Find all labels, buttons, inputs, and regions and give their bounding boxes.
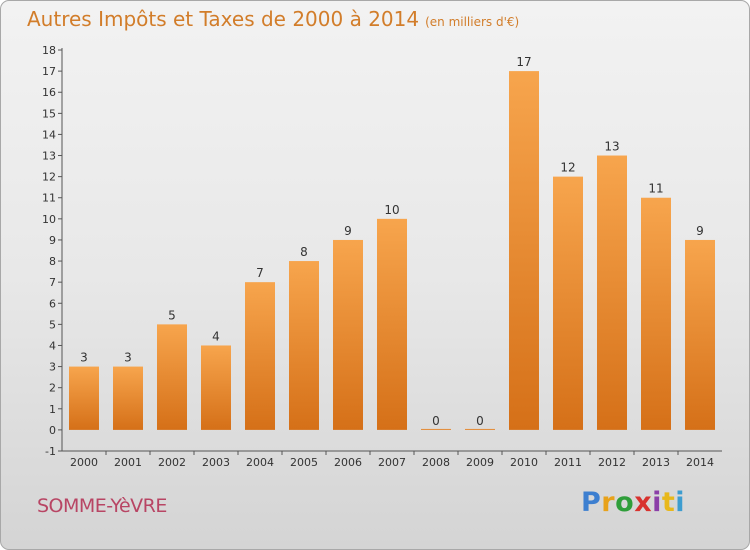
x-tick-label: 2010 [510, 456, 538, 469]
data-label: 9 [344, 224, 352, 238]
chart-title: Autres Impôts et Taxes de 2000 à 2014 (en… [27, 7, 519, 31]
y-tick-label: 11 [42, 192, 56, 205]
data-label: 13 [604, 140, 619, 154]
y-tick-label: 16 [42, 86, 56, 99]
bar [421, 428, 451, 430]
x-tick-label: 2005 [290, 456, 318, 469]
y-tick-label: 6 [49, 297, 56, 310]
x-tick-label: 2013 [642, 456, 670, 469]
bar [333, 239, 363, 430]
data-label: 10 [384, 203, 399, 217]
y-tick-label: 13 [42, 150, 56, 163]
y-tick-label: 3 [49, 361, 56, 374]
y-tick-label: 4 [49, 339, 56, 352]
y-tick-label: 14 [42, 128, 56, 141]
y-tick-label: 2 [49, 382, 56, 395]
y-tick-label: 8 [49, 255, 56, 268]
chart-title-text: Autres Impôts et Taxes de 2000 à 2014 [27, 7, 420, 31]
y-tick-label: 5 [49, 318, 56, 331]
bar [201, 345, 231, 430]
bar [553, 176, 583, 430]
y-tick-label: 15 [42, 107, 56, 120]
data-label: 17 [516, 55, 531, 69]
y-tick-label: 7 [49, 276, 56, 289]
x-tick-label: 2002 [158, 456, 186, 469]
bar [289, 261, 319, 430]
y-tick-label: 1 [49, 403, 56, 416]
data-label: 4 [212, 329, 220, 343]
logo-letter: x [634, 487, 653, 518]
y-tick-label: 10 [42, 213, 56, 226]
data-label: 8 [300, 245, 308, 259]
x-tick-label: 2009 [466, 456, 494, 469]
bar [113, 366, 143, 430]
bar [69, 366, 99, 430]
chart-unit: (en milliers d'€) [425, 15, 520, 29]
logo-letter: P [581, 487, 602, 518]
x-tick-label: 2007 [378, 456, 406, 469]
data-label: 7 [256, 266, 264, 280]
data-label: 9 [696, 224, 704, 238]
proxiti-logo: Proxiti [581, 487, 685, 518]
logo-letter: i [675, 487, 686, 518]
x-tick-label: 2000 [70, 456, 98, 469]
bar [377, 218, 407, 430]
commune-name: SOMME-YèVRE [37, 495, 167, 517]
data-label: 0 [432, 414, 440, 428]
x-tick-label: 2012 [598, 456, 626, 469]
bar [597, 155, 627, 430]
logo-letter: o [615, 487, 635, 518]
y-tick-label: 18 [42, 44, 56, 57]
chart-x-ticks: 2000 2001 2002 2003 2004 2005 2006 2007 2008 2009… [70, 451, 714, 469]
chart-data-labels: 3 3 5 4 7 8 9 10 0 0 17 12 13 11 9 [80, 55, 704, 428]
data-label: 3 [124, 351, 132, 365]
bar [157, 324, 187, 430]
x-tick-label: 2008 [422, 456, 450, 469]
logo-letter: t [661, 487, 676, 518]
chart-bars [69, 71, 715, 430]
data-label: 3 [80, 351, 88, 365]
bar [685, 239, 715, 430]
y-tick-label: 17 [42, 65, 56, 78]
x-tick-label: 2011 [554, 456, 582, 469]
chart-axes [61, 48, 722, 452]
x-tick-label: 2001 [114, 456, 142, 469]
x-tick-label: 2014 [686, 456, 714, 469]
data-label: 11 [648, 182, 663, 196]
logo-letter: r [601, 487, 616, 518]
data-label: 5 [168, 308, 176, 322]
data-label: 12 [560, 161, 575, 175]
data-label: 0 [476, 414, 484, 428]
bar [245, 282, 275, 430]
y-tick-label: 12 [42, 171, 56, 184]
x-tick-label: 2004 [246, 456, 274, 469]
y-tick-label: 0 [49, 424, 56, 437]
bar [509, 71, 539, 430]
x-tick-label: 2006 [334, 456, 362, 469]
logo-letter: i [652, 487, 662, 518]
y-tick-label: -1 [45, 445, 56, 458]
bar [641, 197, 671, 430]
bar [465, 428, 495, 430]
y-tick-label: 9 [49, 234, 56, 247]
x-tick-label: 2003 [202, 456, 230, 469]
